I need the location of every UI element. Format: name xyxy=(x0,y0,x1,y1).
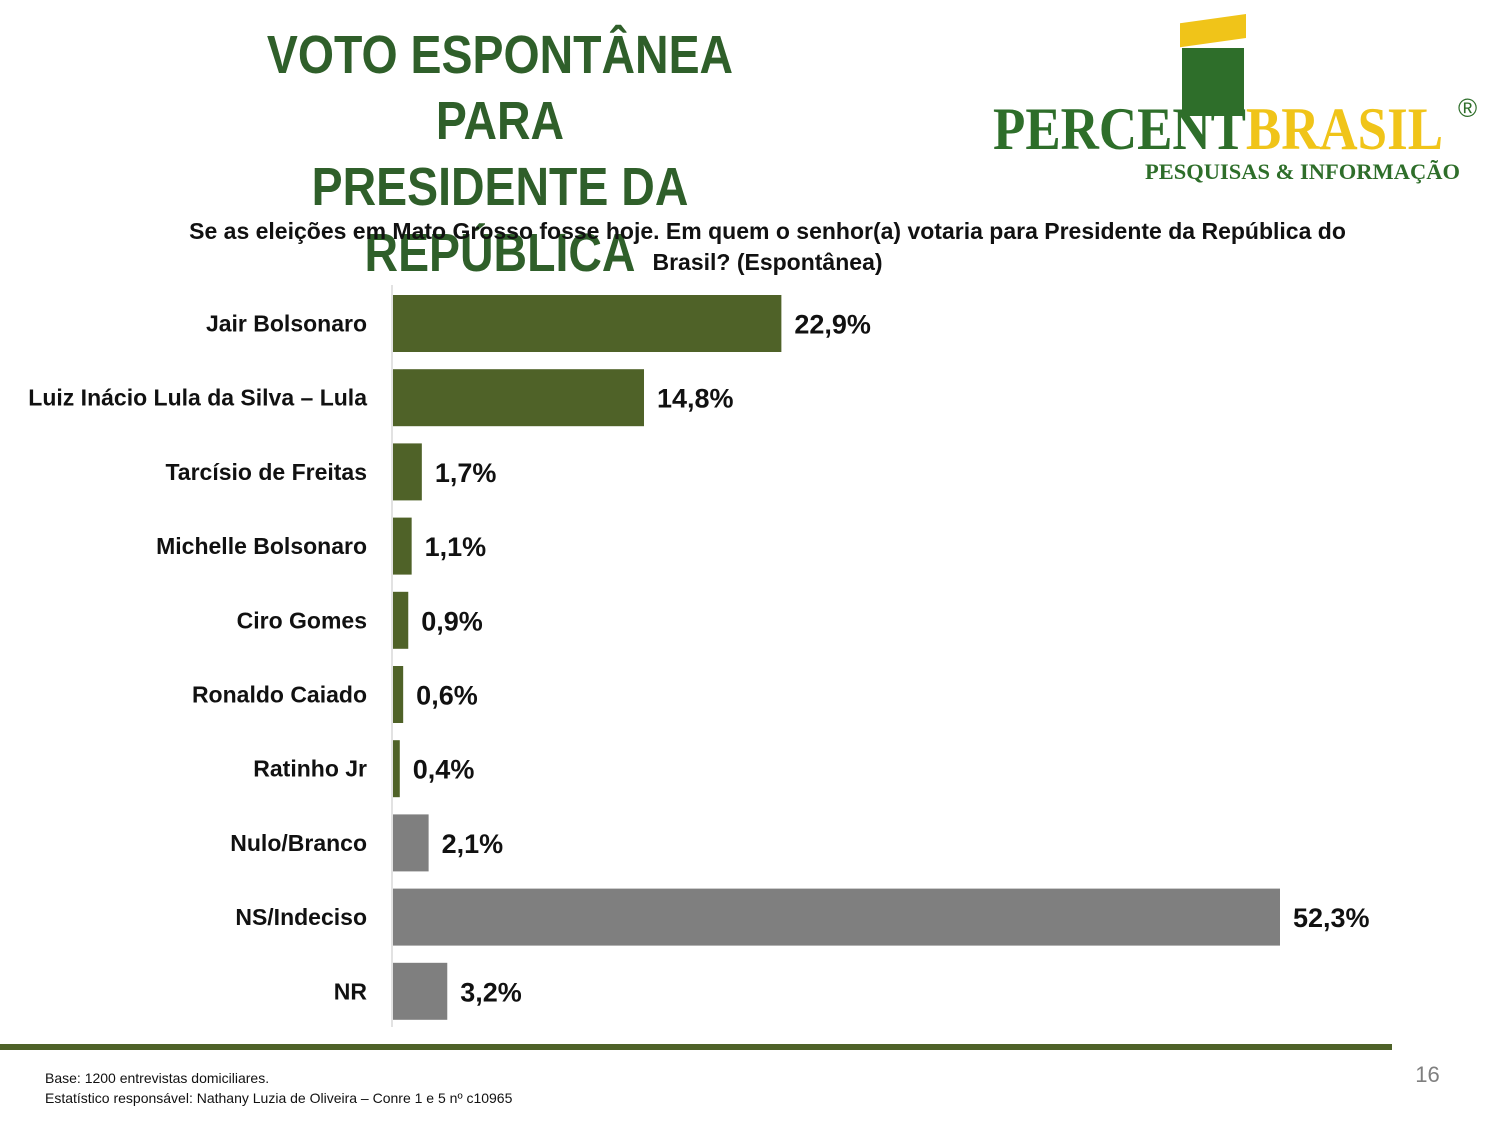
category-label: Tarcísio de Freitas xyxy=(165,459,367,485)
data-label: 2,1% xyxy=(442,829,504,859)
bar xyxy=(393,517,412,575)
logo-tagline: PESQUISAS & INFORMAÇÃO xyxy=(1145,159,1460,184)
bar xyxy=(393,666,404,723)
logo-brand-brasil: BRASIL xyxy=(1246,96,1443,162)
base-note: Base: 1200 entrevistas domiciliares. xyxy=(45,1070,270,1086)
footer-notes: Base: 1200 entrevistas domiciliares. Est… xyxy=(45,1068,512,1108)
category-label: Michelle Bolsonaro xyxy=(156,533,367,559)
data-label: 0,4% xyxy=(413,755,475,785)
data-label: 22,9% xyxy=(794,310,871,340)
bar xyxy=(393,369,645,427)
bar xyxy=(393,591,409,649)
footer-divider xyxy=(0,1044,1392,1050)
category-label: NR xyxy=(334,978,368,1004)
title-line-1: VOTO ESPONTÂNEA PARA xyxy=(266,25,734,151)
data-label: 3,2% xyxy=(460,977,522,1007)
bar xyxy=(393,295,782,352)
bar xyxy=(393,962,448,1020)
category-label: Ciro Gomes xyxy=(237,607,367,633)
data-label: 0,9% xyxy=(421,606,483,636)
logo-flag-green xyxy=(1182,48,1244,116)
question-line-2: Brasil? (Espontânea) xyxy=(652,249,883,275)
title-line-2: PRESIDENTE DA REPÚBLICA xyxy=(311,157,689,283)
logo-brand-percent: PERCENT xyxy=(993,96,1246,162)
data-label: 52,3% xyxy=(1293,903,1370,933)
bar xyxy=(393,814,429,872)
category-label: Jair Bolsonaro xyxy=(206,311,367,337)
data-label: 0,6% xyxy=(416,681,478,711)
category-label: Ratinho Jr xyxy=(253,756,367,782)
question-line-1: Se as eleições em Mato Grosso fosse hoje… xyxy=(189,218,1346,244)
survey-question: Se as eleições em Mato Grosso fosse hoje… xyxy=(180,216,1355,278)
statistician-note: Estatístico responsável: Nathany Luzia d… xyxy=(45,1090,513,1106)
data-label: 1,1% xyxy=(425,532,487,562)
category-label: Nulo/Branco xyxy=(230,830,367,856)
category-label: Ronaldo Caiado xyxy=(192,682,367,708)
logo-registered-mark: ® xyxy=(1458,93,1477,123)
logo-flag-yellow xyxy=(1180,14,1246,48)
page-number: 16 xyxy=(1415,1062,1440,1087)
category-label: NS/Indeciso xyxy=(235,904,367,930)
category-label: Luiz Inácio Lula da Silva – Lula xyxy=(28,385,367,411)
bar xyxy=(393,443,422,501)
bar-chart: Jair Bolsonaro 22,9% Luiz Inácio Lula da S… xyxy=(28,285,1370,1027)
data-label: 1,7% xyxy=(435,458,497,488)
percentbrasil-logo: PERCENTBRASIL ® PESQUISAS & INFORMAÇÃO xyxy=(993,14,1477,184)
bar xyxy=(393,888,1280,946)
bar xyxy=(393,740,400,798)
data-label: 14,8% xyxy=(657,384,734,414)
logo-brand-text: PERCENTBRASIL xyxy=(993,96,1443,162)
page-title: VOTO ESPONTÂNEA PARA PRESIDENTE DA REPÚB… xyxy=(199,22,801,286)
